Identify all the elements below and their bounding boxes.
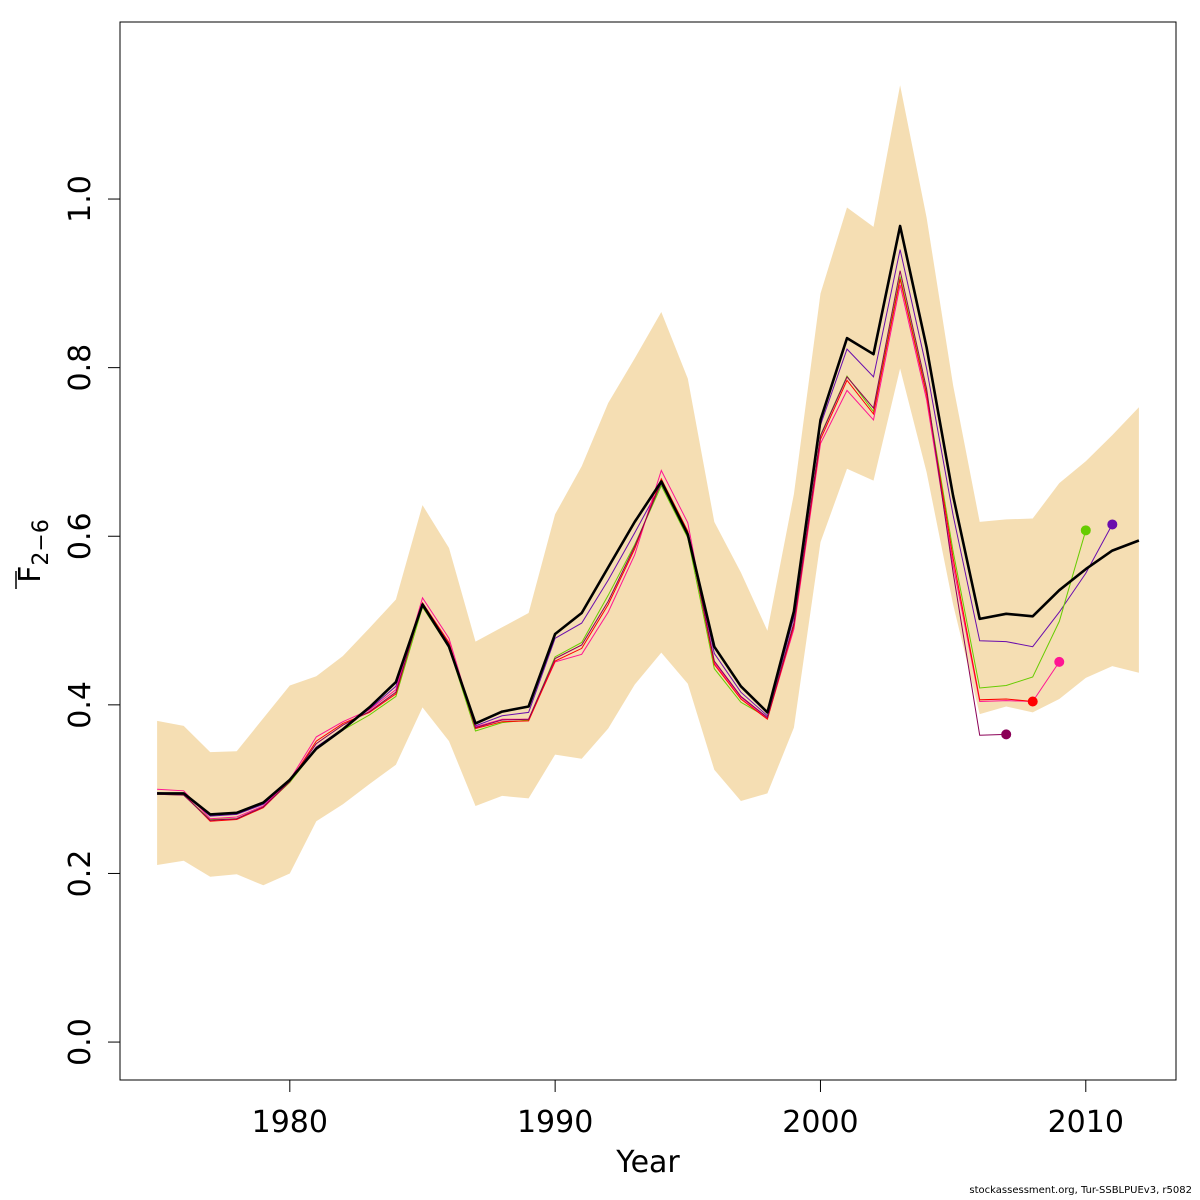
- retro-series-endpoint-4: [1027, 696, 1038, 707]
- y-tick-label: 0.0: [63, 1018, 98, 1066]
- x-axis: 1980 1990 2000 2010: [252, 1079, 1124, 1140]
- x-tick-label: 2010: [1048, 1105, 1124, 1140]
- retro-series-endpoint-2: [1080, 525, 1091, 536]
- y-axis-title: F2−6: [13, 519, 54, 589]
- retro-series-endpoint-3: [1054, 656, 1065, 667]
- x-axis-title: Year: [615, 1145, 680, 1180]
- main-series-line: [157, 224, 1140, 816]
- y-tick-label: 1.0: [63, 175, 98, 223]
- x-tick-label: 1990: [517, 1105, 593, 1140]
- endpoint-layer: [1001, 519, 1118, 740]
- confidence-band-layer: [157, 85, 1139, 886]
- x-tick-label: 1980: [252, 1105, 328, 1140]
- x-tick-label: 2000: [782, 1105, 858, 1140]
- y-tick-label: 0.6: [63, 512, 98, 560]
- y-tick-label: 0.4: [63, 681, 98, 729]
- retro-series-endpoint-5: [1001, 729, 1012, 740]
- retro-series-line-4: [157, 278, 1033, 822]
- y-axis: 0.0 0.2 0.4 0.6 0.8 1.0: [63, 175, 121, 1066]
- y-tick-label: 0.2: [63, 850, 98, 898]
- retro-series-line-3: [157, 284, 1060, 820]
- y-axis-title-subscript: 2−6: [29, 519, 54, 565]
- retro-series-endpoint-1: [1107, 519, 1118, 530]
- confidence-band: [157, 85, 1139, 886]
- retro-series-line-1: [157, 249, 1113, 817]
- svg-text:F2−6: F2−6: [13, 519, 54, 583]
- y-tick-label: 0.8: [63, 344, 98, 392]
- series-layer: [157, 224, 1140, 822]
- y-axis-title-main: F: [13, 566, 48, 583]
- footer-credit: stockassessment.org, Tur-SSBLPUEv3, r508…: [969, 1185, 1192, 1196]
